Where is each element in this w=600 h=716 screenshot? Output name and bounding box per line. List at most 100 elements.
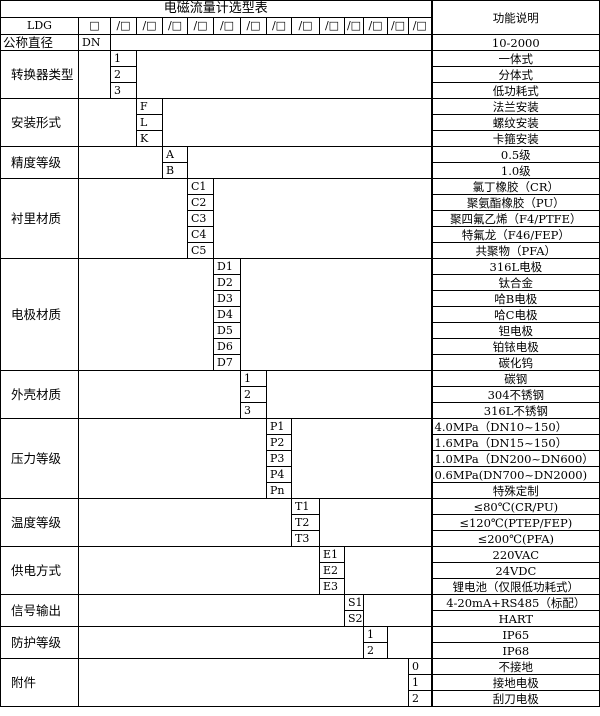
empty-cell: [78, 546, 320, 595]
group-label: 供电方式: [0, 546, 79, 595]
option-code: Pn: [266, 482, 292, 499]
model-slot: □: [78, 17, 111, 35]
nominal-row: 公称直径 DN 10-2000: [0, 34, 600, 51]
option-code: 2: [240, 386, 267, 403]
option-desc: 哈C电极: [430, 306, 600, 323]
table-row: D5 钽电极: [1, 322, 600, 339]
option-code: K: [136, 130, 163, 147]
table-row: T3 ≤200℃(PFA): [1, 530, 600, 547]
option-code: E3: [319, 578, 345, 595]
model-prefix: LDG: [0, 17, 79, 35]
table-row: 压力等级 P1 4.0MPa（DN10~150）: [0, 418, 600, 499]
empty-cell: [135, 50, 433, 99]
table-row: 3 低功耗式: [1, 82, 600, 99]
option-desc: 钛合金: [430, 274, 600, 291]
empty-cell: [212, 178, 433, 259]
group-label: 电极材质: [0, 258, 79, 371]
empty-cell: [78, 258, 214, 371]
option-code: C4: [187, 226, 214, 243]
group-label: 外壳材质: [0, 370, 79, 419]
group-label: 防护等级: [0, 626, 79, 659]
empty-cell: [78, 370, 241, 419]
table-row: 电极材质 D1 316L电极: [0, 258, 600, 371]
option-code: L: [136, 114, 163, 131]
empty-cell: [78, 50, 111, 99]
empty-cell: [362, 594, 433, 627]
empty-cell: [239, 258, 433, 371]
option-desc: 316L电极: [430, 258, 600, 275]
option-desc: 4.0MPa（DN10~150）: [430, 418, 600, 435]
option-desc: IP68: [430, 642, 600, 659]
table-row: B 1.0级: [1, 162, 600, 179]
option-desc: 0.5级: [430, 146, 600, 163]
table-row: 温度等级 T1 ≤80℃(CR/PU): [0, 498, 600, 547]
option-desc: 螺纹安装: [430, 114, 600, 131]
empty-cell: [265, 370, 433, 419]
table-row: E2 24VDC: [1, 562, 600, 579]
empty-cell: [78, 594, 345, 627]
option-code: P1: [266, 418, 292, 435]
empty-cell: [78, 658, 409, 707]
group-label: 精度等级: [0, 146, 79, 179]
group-label: 转换器类型: [0, 50, 79, 99]
model-slot: /□: [162, 17, 188, 35]
group-label: 信号输出: [0, 594, 79, 627]
option-desc: 4-20mA+RS485（标配）: [430, 594, 600, 611]
option-desc: 分体式: [430, 66, 600, 83]
empty-cell: [78, 498, 292, 547]
table-row: 2 IP68: [1, 642, 600, 659]
option-desc: 法兰安装: [430, 98, 600, 115]
option-code: 2: [110, 66, 137, 83]
option-code: F: [136, 98, 163, 115]
option-code: D4: [213, 306, 241, 323]
option-desc: 1.0MPa（DN200~DN600）: [430, 450, 600, 467]
empty-cell: [78, 146, 163, 179]
option-code: P4: [266, 466, 292, 483]
option-code: D1: [213, 258, 241, 275]
option-desc: 共聚物（PFA）: [430, 242, 600, 259]
nominal-code: DN: [78, 34, 111, 51]
model-slot: /□: [266, 17, 292, 35]
table-row: C2 聚氨酯橡胶（PU）: [1, 194, 600, 211]
table-row: D6 铂铱电极: [1, 338, 600, 355]
option-code: P3: [266, 450, 292, 467]
empty-cell: [78, 98, 137, 147]
option-desc: 哈B电极: [430, 290, 600, 307]
model-slot: /□: [187, 17, 214, 35]
model-slot: /□: [291, 17, 320, 35]
nominal-desc: 10-2000: [430, 34, 600, 51]
option-desc: 铂铱电极: [430, 338, 600, 355]
option-desc: 0.6MPa(DN700~DN2000): [430, 466, 600, 483]
option-desc: 一体式: [430, 50, 600, 67]
option-desc: 特殊定制: [430, 482, 600, 499]
option-code: D3: [213, 290, 241, 307]
option-code: E2: [319, 562, 345, 579]
empty-cell: [109, 34, 433, 51]
group-label: 温度等级: [0, 498, 79, 547]
option-code: C5: [187, 242, 214, 259]
option-code: 1: [240, 370, 267, 387]
table-row: 转换器类型 1 一体式: [0, 50, 600, 99]
table-row: 供电方式 E1 220VAC: [0, 546, 600, 595]
model-slot: /□: [319, 17, 345, 35]
table-row: 附件 0 不接地: [0, 658, 600, 707]
option-code: T3: [291, 530, 320, 547]
table-row: 安装形式 F 法兰安装: [0, 98, 600, 147]
model-slot: /□: [407, 17, 433, 35]
option-code: 1: [363, 626, 388, 643]
empty-cell: [343, 546, 433, 595]
option-desc: 316L不锈钢: [430, 402, 600, 419]
option-desc: 氯丁橡胶（CR）: [430, 178, 600, 195]
option-desc: 接地电极: [430, 674, 600, 691]
option-code: 2: [407, 690, 433, 707]
table-row: 精度等级 A 0.5级: [0, 146, 600, 179]
option-desc: HART: [430, 610, 600, 627]
option-desc: 220VAC: [430, 546, 600, 563]
table-row: S2 HART: [1, 610, 600, 627]
option-code: S2: [344, 610, 364, 627]
function-header: 功能说明: [430, 0, 600, 35]
option-code: 1: [110, 50, 137, 67]
option-desc: 钽电极: [430, 322, 600, 339]
option-desc: IP65: [430, 626, 600, 643]
model-slot: /□: [387, 17, 409, 35]
